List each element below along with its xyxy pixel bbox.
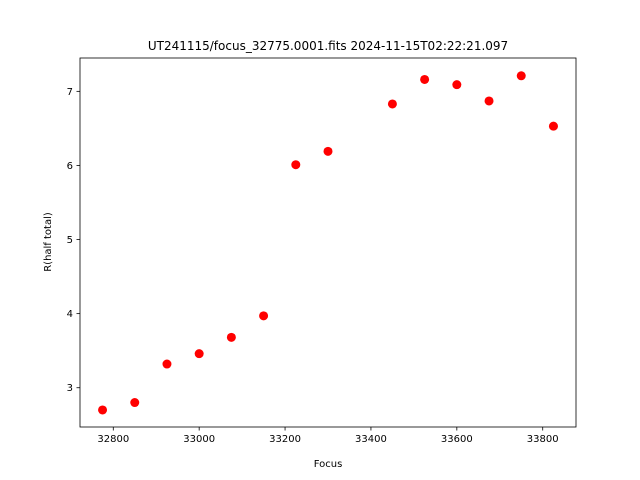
x-tick-label: 33000 — [183, 434, 215, 445]
y-axis-label: R(half total) — [43, 212, 54, 272]
chart-title: UT241115/focus_32775.0001.fits 2024-11-1… — [148, 39, 508, 53]
x-tick-label: 33400 — [355, 434, 387, 445]
x-tick-label: 33800 — [527, 434, 559, 445]
point — [484, 96, 494, 106]
point — [548, 121, 558, 131]
point — [259, 311, 269, 321]
y-tick-label: 6 — [67, 161, 73, 172]
point — [162, 359, 172, 369]
point — [226, 332, 236, 342]
point — [420, 74, 430, 84]
y-tick-label: 7 — [67, 87, 73, 98]
x-tick-label: 33600 — [441, 434, 473, 445]
point — [387, 99, 397, 109]
point — [98, 405, 108, 415]
point — [516, 71, 526, 81]
point — [194, 349, 204, 359]
x-axis-label: Focus — [314, 459, 343, 470]
x-tick-label: 33200 — [269, 434, 301, 445]
plot-area — [98, 71, 558, 415]
point — [452, 80, 462, 90]
y-tick-label: 4 — [67, 309, 73, 320]
point — [291, 160, 301, 170]
x-tick-label: 32800 — [97, 434, 129, 445]
axes-frame — [79, 57, 577, 428]
point — [130, 398, 140, 408]
point — [323, 146, 333, 156]
y-tick-label: 5 — [67, 235, 73, 246]
y-tick-label: 3 — [67, 383, 73, 394]
